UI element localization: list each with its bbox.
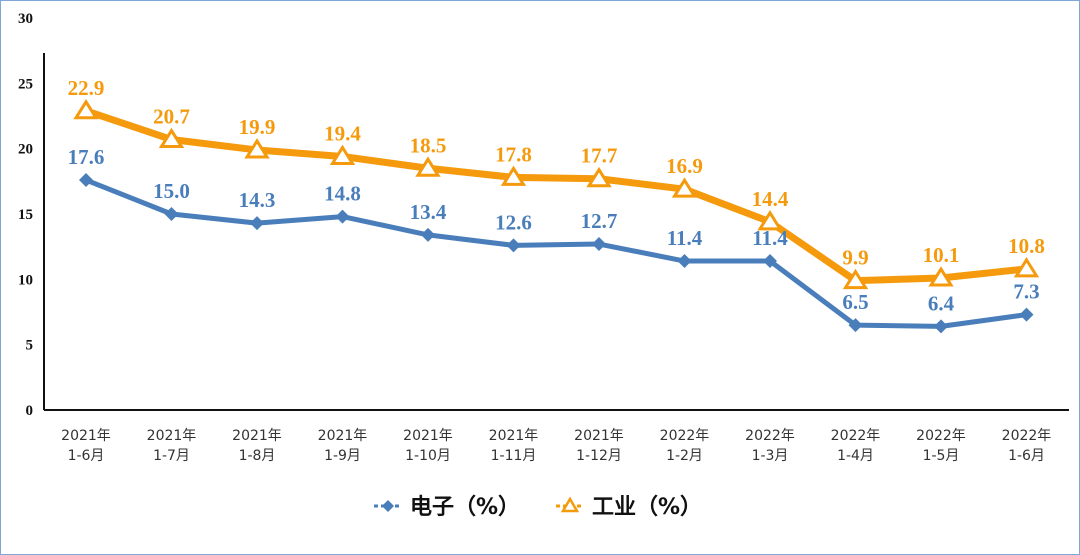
data-label: 10.8 (1008, 234, 1045, 258)
data-point (415, 156, 441, 177)
legend-diamond-icon (382, 500, 394, 512)
data-point (250, 216, 264, 231)
x-tick-label: 2021年 (232, 428, 282, 444)
data-label: 7.3 (1013, 280, 1039, 304)
x-tick-label: 2021年 (318, 428, 368, 444)
data-point (421, 227, 435, 242)
data-label: 16.9 (666, 154, 703, 178)
data-point (164, 207, 179, 221)
data-point (244, 138, 270, 159)
data-point (158, 127, 185, 149)
data-label: 14.4 (752, 187, 789, 211)
y-tick-label: 0 (26, 403, 34, 419)
x-tick-label: 2022年 (916, 428, 966, 444)
x-tick-label: 2021年 (489, 428, 539, 444)
x-tick-label: 1-2月 (666, 448, 703, 464)
data-point (73, 98, 99, 120)
data-point (934, 319, 948, 334)
data-label: 19.4 (324, 122, 361, 146)
data-label: 6.5 (842, 290, 868, 314)
y-tick-label: 30 (18, 11, 33, 27)
legend-label: 工业（%） (592, 495, 702, 520)
data-point (763, 254, 777, 269)
data-point (79, 173, 93, 188)
data-point (500, 165, 527, 186)
series-line (84, 107, 1027, 285)
data-point (757, 210, 783, 231)
legend-triangle-icon (560, 496, 580, 513)
data-label: 12.7 (581, 209, 618, 233)
data-point (671, 177, 698, 198)
data-label: 10.1 (923, 243, 960, 267)
data-label: 11.4 (667, 226, 703, 250)
data-label: 17.8 (495, 142, 532, 166)
data-label: 20.7 (153, 105, 190, 129)
x-tick-label: 2022年 (831, 428, 881, 444)
y-tick-label: 5 (26, 338, 34, 354)
data-label: 11.4 (752, 226, 788, 250)
data-label: 14.3 (239, 188, 276, 212)
x-tick-label: 2022年 (745, 428, 795, 444)
data-point (677, 254, 692, 269)
y-tick-label: 20 (18, 142, 33, 158)
y-tick-label: 10 (18, 272, 33, 288)
data-point (848, 318, 863, 333)
x-tick-label: 1-5月 (923, 448, 960, 464)
data-label: 14.8 (324, 182, 361, 206)
x-tick-label: 1-6月 (68, 448, 105, 464)
y-tick-label: 25 (18, 76, 33, 92)
data-label: 17.6 (68, 145, 105, 169)
data-label: 18.5 (410, 133, 447, 157)
data-point (506, 238, 521, 253)
y-tick-label: 15 (18, 207, 33, 223)
data-label: 13.4 (410, 200, 447, 224)
data-point (335, 209, 350, 224)
x-tick-label: 2021年 (147, 428, 197, 444)
x-tick-label: 1-10月 (405, 448, 451, 464)
x-tick-label: 1-6月 (1008, 448, 1045, 464)
data-label: 12.6 (495, 210, 532, 234)
x-tick-label: 1-3月 (752, 448, 789, 464)
series-line (85, 177, 1027, 329)
x-tick-label: 2022年 (660, 428, 710, 444)
data-point (842, 268, 869, 290)
data-label: 6.4 (928, 291, 955, 315)
data-point (329, 144, 356, 166)
data-label: 19.9 (239, 115, 276, 139)
x-tick-label: 1-11月 (491, 448, 537, 464)
x-tick-label: 1-9月 (324, 448, 361, 464)
data-label: 17.7 (581, 144, 618, 168)
x-tick-label: 2021年 (403, 428, 453, 444)
x-tick-label: 1-7月 (153, 448, 190, 464)
x-tick-label: 2021年 (574, 428, 624, 444)
data-point (586, 166, 612, 188)
x-tick-label: 1-12月 (576, 448, 622, 464)
x-tick-label: 2022年 (1002, 428, 1052, 444)
data-point (928, 266, 954, 287)
data-label: 15.0 (153, 179, 190, 203)
x-tick-label: 2021年 (61, 428, 111, 444)
x-tick-label: 1-8月 (239, 448, 276, 464)
data-label: 22.9 (68, 76, 105, 100)
data-label: 9.9 (842, 246, 868, 270)
legend-label: 电子（%） (410, 495, 520, 520)
x-tick-label: 1-4月 (837, 448, 874, 464)
data-point (592, 237, 606, 252)
data-point (1019, 307, 1034, 322)
data-point (1013, 257, 1040, 278)
